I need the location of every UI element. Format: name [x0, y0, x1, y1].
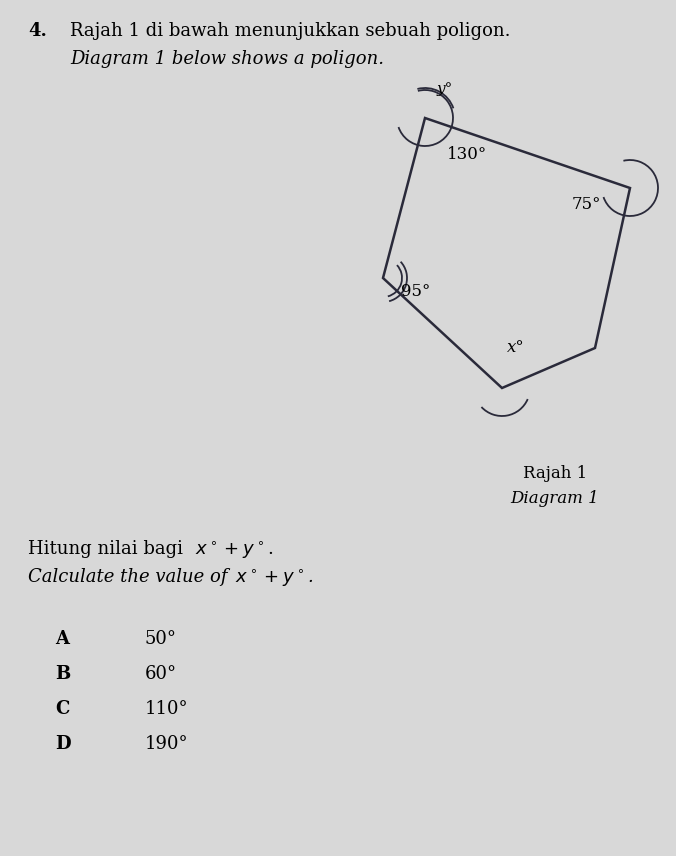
Text: 110°: 110° — [145, 700, 189, 718]
Text: y°: y° — [437, 82, 453, 96]
Text: 4.: 4. — [28, 22, 47, 40]
Text: 130°: 130° — [447, 146, 487, 163]
Text: $x^\circ+y^\circ$.: $x^\circ+y^\circ$. — [235, 568, 313, 589]
Text: $x^\circ+y^\circ$.: $x^\circ+y^\circ$. — [195, 540, 273, 562]
Text: D: D — [55, 735, 70, 753]
Text: 50°: 50° — [145, 630, 177, 648]
Text: A: A — [55, 630, 69, 648]
Text: Hitung nilai bagi: Hitung nilai bagi — [28, 540, 189, 558]
Text: 95°: 95° — [401, 283, 431, 300]
Text: x°: x° — [507, 339, 525, 356]
Text: Diagram 1: Diagram 1 — [510, 490, 600, 507]
Text: B: B — [55, 665, 70, 683]
Text: Rajah 1 di bawah menunjukkan sebuah poligon.: Rajah 1 di bawah menunjukkan sebuah poli… — [70, 22, 510, 40]
Text: Rajah 1: Rajah 1 — [523, 465, 587, 482]
Text: Calculate the value of: Calculate the value of — [28, 568, 233, 586]
Text: 75°: 75° — [572, 196, 602, 213]
Text: 60°: 60° — [145, 665, 177, 683]
Text: C: C — [55, 700, 70, 718]
Text: 190°: 190° — [145, 735, 189, 753]
Text: Diagram 1 below shows a poligon.: Diagram 1 below shows a poligon. — [70, 50, 384, 68]
